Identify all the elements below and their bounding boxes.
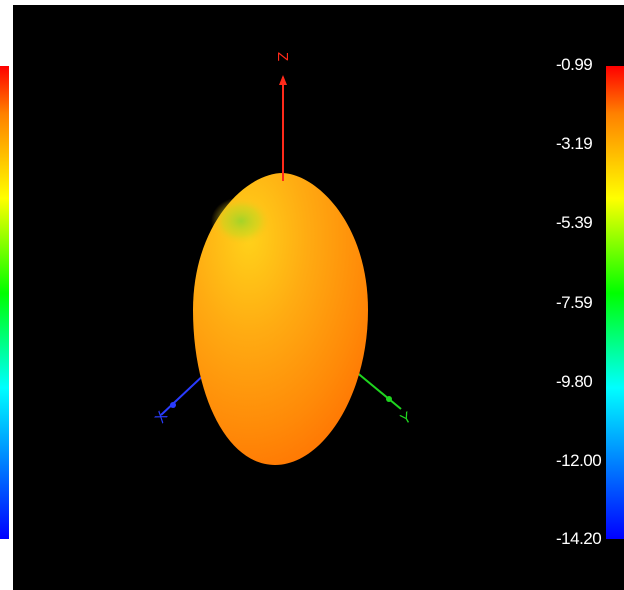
colorbar-tick-label: -3.19 [556, 134, 593, 153]
left-color-scale-bar [0, 66, 9, 539]
lobe-peak-region [211, 197, 271, 245]
x-axis [160, 370, 209, 416]
colorbar-tick-label: -7.59 [556, 293, 593, 312]
z-axis-label: Z [274, 52, 291, 61]
radiation-lobe [193, 173, 368, 465]
colorbar-tick-label: -12.00 [556, 451, 602, 470]
colorbar-tick-label: -14.20 [556, 529, 602, 548]
colorbar-tick-label: -9.80 [556, 372, 593, 391]
colorbar-tick-label: -5.39 [556, 213, 593, 232]
3d-scene[interactable]: Z X Y [13, 5, 624, 590]
colorbar-gradient [606, 66, 624, 539]
3d-plot-canvas[interactable]: Z X Y [13, 5, 624, 590]
z-axis [279, 75, 287, 181]
y-axis-label: Y [398, 409, 415, 429]
x-axis-label: X [152, 408, 172, 426]
y-axis [354, 370, 402, 410]
colorbar-tick-label: -0.99 [556, 55, 593, 74]
